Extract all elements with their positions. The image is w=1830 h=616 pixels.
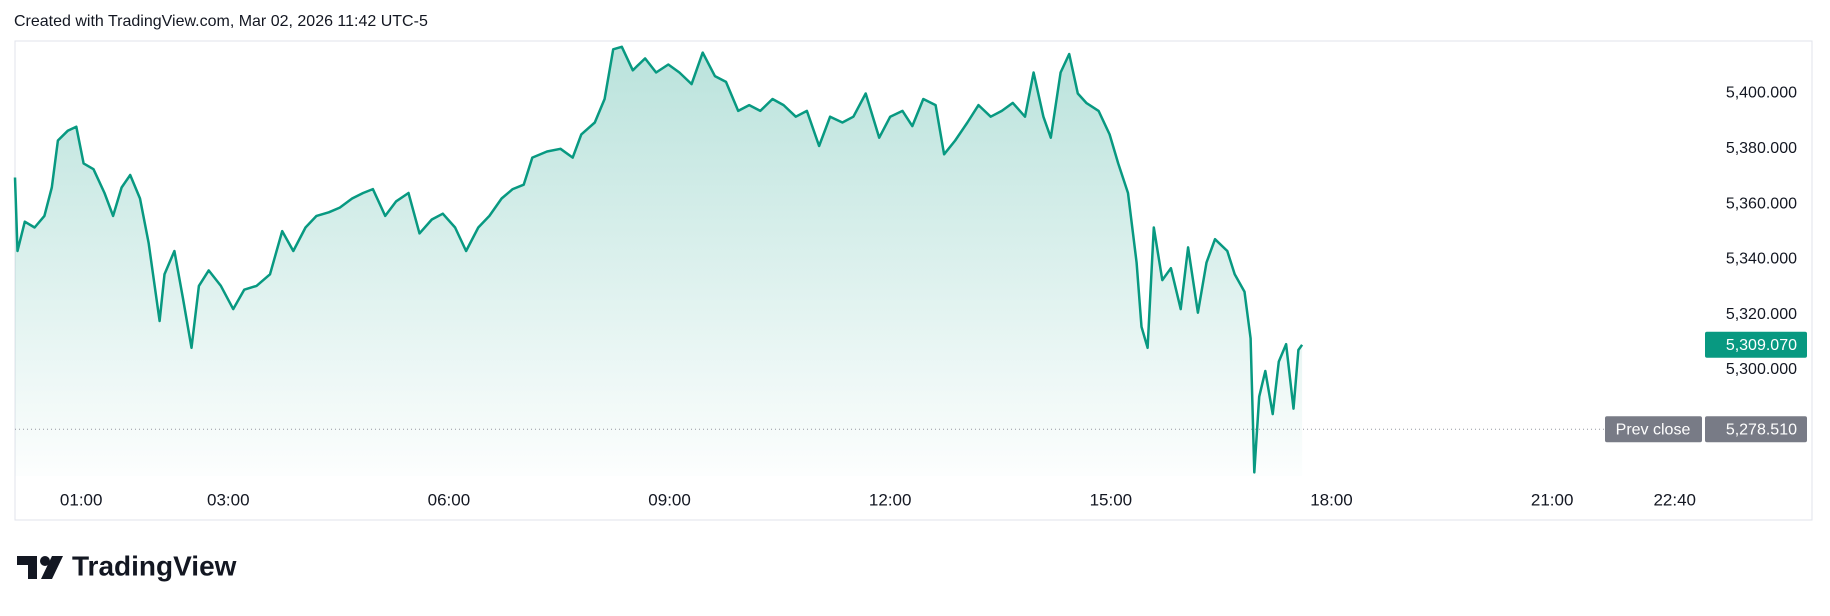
logo-t (17, 556, 37, 579)
x-tick-label: 01:00 (60, 490, 103, 509)
last-price-value: 5,309.070 (1726, 337, 1797, 354)
prev-close-value: 5,278.510 (1726, 421, 1797, 438)
x-tick-label: 12:00 (869, 490, 912, 509)
x-tick-label: 18:00 (1310, 490, 1353, 509)
plot: 5,300.000 5,320.000 5,340.000 5,360.000 5,38… (13, 45, 1807, 509)
brand-logo (17, 556, 63, 579)
y-tick-label: 5,340.000 (1726, 251, 1797, 268)
prev-close-name: Prev close (1616, 421, 1691, 438)
last-price-tag (1705, 331, 1807, 358)
prev-close-tag (1605, 416, 1702, 443)
x-tick-label: 06:00 (428, 490, 471, 509)
y-tick-label: 5,380.000 (1726, 140, 1797, 157)
y-tick-label: 5,320.000 (1726, 306, 1797, 323)
x-tick-label: 03:00 (207, 490, 250, 509)
logo-slash (41, 556, 63, 579)
prev-close-value-tag (1705, 416, 1807, 443)
area-fill (15, 46, 1303, 477)
x-tick-label: 22:40 (1653, 490, 1696, 509)
x-tick-label: 15:00 (1090, 490, 1133, 509)
y-tick-label: 5,300.000 (1726, 361, 1797, 378)
header: Created with TradingView.com, Mar 02, 20… (14, 13, 428, 30)
logo-dot (40, 556, 50, 566)
y-tick-label: 5,400.000 (1726, 85, 1797, 102)
x-tick-label: 09:00 (648, 490, 691, 509)
price-line (13, 45, 1304, 474)
y-tick-label: 5,360.000 (1726, 195, 1797, 212)
x-tick-label: 21:00 (1531, 490, 1574, 509)
brand-name: TradingView (72, 550, 237, 581)
